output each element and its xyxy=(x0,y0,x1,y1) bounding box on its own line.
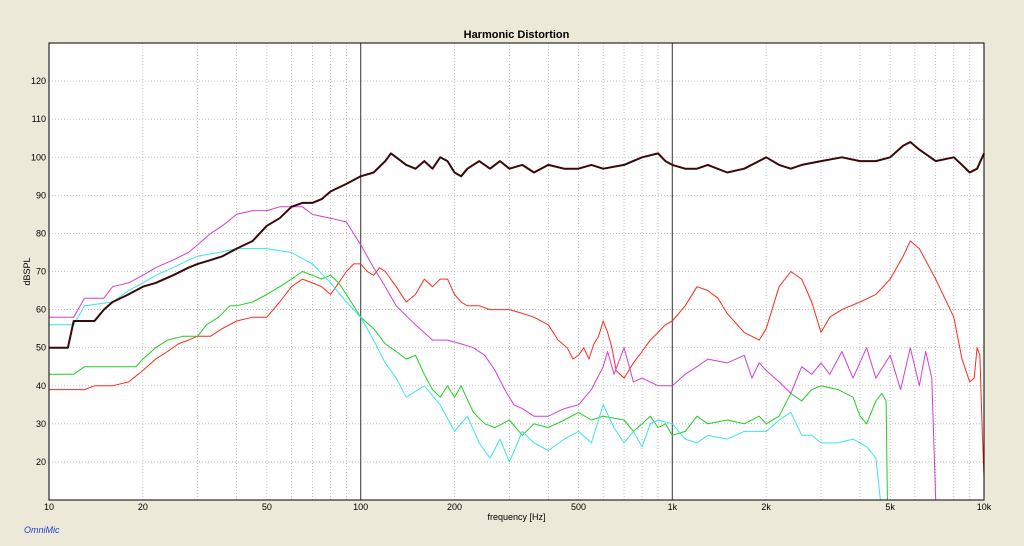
y-tick-label: 60 xyxy=(36,305,46,315)
y-tick-label: 40 xyxy=(36,381,46,391)
series-line-2 xyxy=(49,271,888,501)
y-tick-label: 30 xyxy=(36,419,46,429)
x-tick-label: 5k xyxy=(885,502,895,512)
x-tick-label: 10k xyxy=(977,502,992,512)
x-tick-label: 10 xyxy=(44,502,54,512)
y-tick-label: 70 xyxy=(36,267,46,277)
x-axis-label: frequency [Hz] xyxy=(487,512,545,522)
plot-area xyxy=(49,43,984,500)
y-axis-label: dBSPL xyxy=(22,257,32,285)
x-axis-ticks: 10 20 50 100 200 500 1k 2k 5k 10k xyxy=(44,502,992,512)
y-axis-ticks: 20 30 40 50 60 70 80 90 100 110 120 xyxy=(31,76,46,467)
series-line-5 xyxy=(49,141,985,349)
series-line-3 xyxy=(49,206,937,501)
series-layer xyxy=(49,141,985,501)
y-tick-label: 100 xyxy=(31,152,46,162)
x-tick-label: 50 xyxy=(262,502,272,512)
series-line-4 xyxy=(49,248,881,501)
x-tick-label: 100 xyxy=(353,502,368,512)
x-tick-label: 200 xyxy=(447,502,462,512)
series-line-1 xyxy=(49,240,985,478)
x-tick-label: 2k xyxy=(761,502,771,512)
brand-label: OmniMic xyxy=(24,525,60,535)
x-tick-label: 20 xyxy=(138,502,148,512)
plot-frame xyxy=(48,42,985,501)
x-tick-label: 500 xyxy=(571,502,586,512)
chart-title: Harmonic Distortion xyxy=(464,29,570,41)
y-tick-label: 20 xyxy=(36,457,46,467)
x-tick-label: 1k xyxy=(668,502,678,512)
y-tick-label: 90 xyxy=(36,190,46,200)
y-tick-label: 80 xyxy=(36,228,46,238)
y-tick-label: 50 xyxy=(36,343,46,353)
y-tick-label: 120 xyxy=(31,76,46,86)
y-tick-label: 110 xyxy=(32,114,46,124)
